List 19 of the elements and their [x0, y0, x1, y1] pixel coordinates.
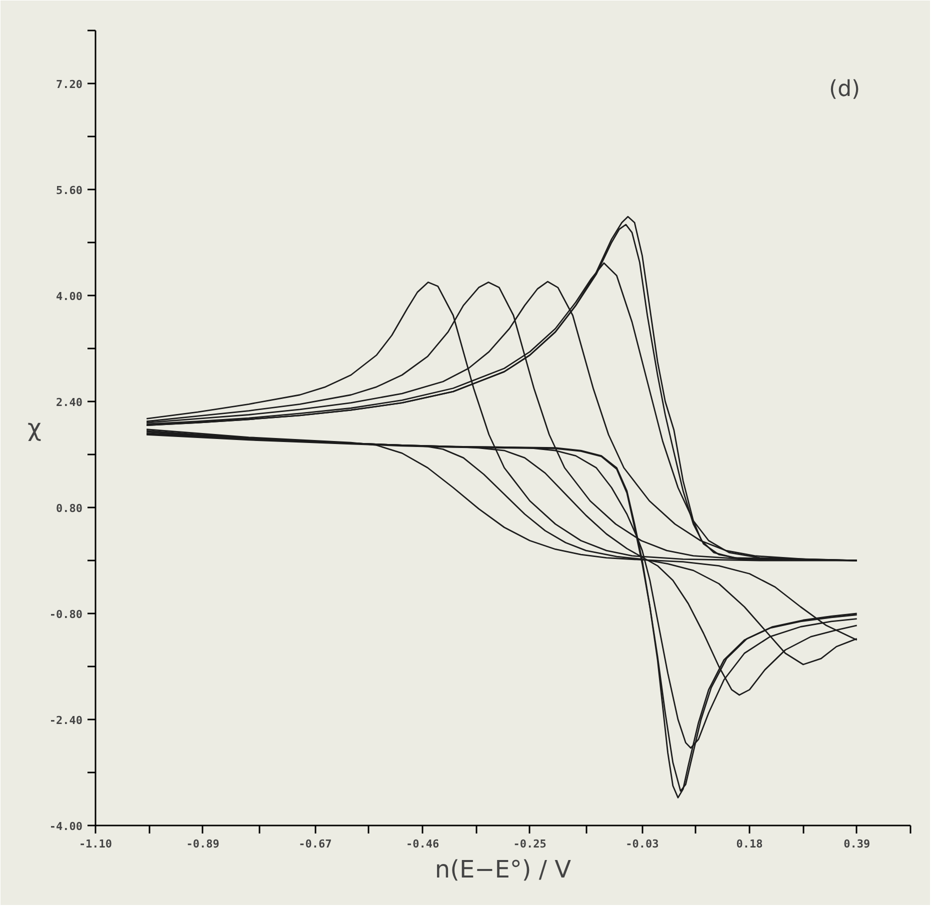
- x-tick-label: -0.46: [406, 838, 440, 850]
- x-tick-label: -0.03: [626, 838, 659, 850]
- y-tick-label: 7.20: [56, 78, 83, 91]
- y-tick-label: 0.80: [56, 502, 83, 515]
- annotation: (d): [829, 77, 860, 102]
- x-tick-label: -0.67: [298, 838, 332, 850]
- y-tick-label: 2.40: [56, 396, 83, 409]
- y-tick-label: 4.00: [56, 290, 83, 303]
- y-tick-label: 5.60: [56, 184, 83, 197]
- x-tick-label: -0.89: [186, 838, 220, 850]
- y-tick-label: -0.80: [49, 608, 83, 621]
- x-tick-label: 0.18: [736, 838, 763, 850]
- x-tick-label: -0.25: [513, 838, 546, 850]
- y-tick-label: -4.00: [49, 820, 83, 833]
- y-axis-title: χ: [28, 414, 42, 442]
- x-axis-title: n(E−E°) / V: [434, 856, 572, 884]
- x-tick-label: -1.10: [78, 838, 112, 850]
- y-tick-label: -2.40: [49, 714, 83, 727]
- x-tick-label: 0.39: [844, 838, 870, 850]
